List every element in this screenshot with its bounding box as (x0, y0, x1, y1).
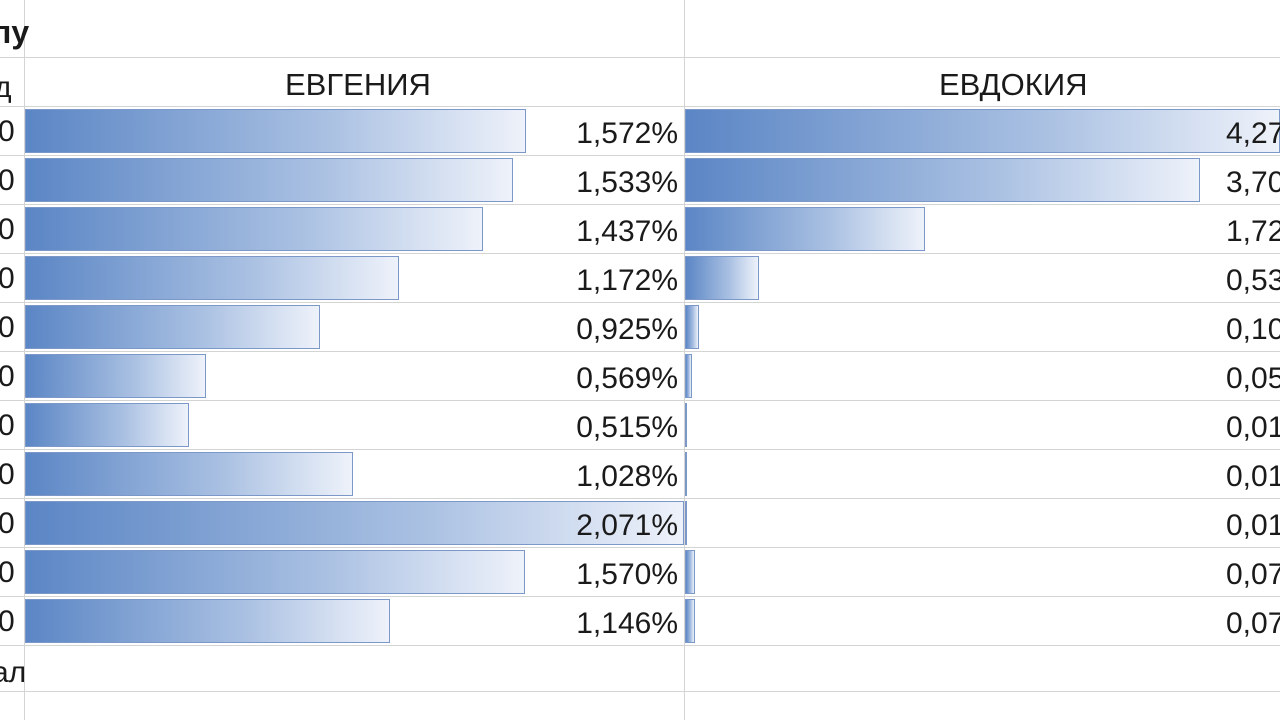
column-gridline (684, 0, 685, 720)
data-bar-evdokiya (685, 452, 687, 496)
row-label: 0 (0, 115, 15, 148)
value-evdokiya[interactable]: 3,70 (1226, 166, 1280, 199)
evdokiya-column-clip: 4,27 3,70 1,72 0,53 0,10 0,05 0,01 0,01 0,01 0,07… (685, 0, 1280, 720)
column-header-evdokiya: ЕВДОКИЯ (939, 67, 1088, 102)
row-gridline (0, 547, 1280, 548)
data-bar-evgeniya (25, 158, 513, 202)
row-label: 0 (0, 311, 15, 344)
row-label: 0 (0, 458, 15, 491)
column-gridline (24, 0, 25, 720)
data-bar-evgeniya (25, 109, 526, 153)
data-bar-evdokiya (685, 305, 699, 349)
value-evgeniya[interactable]: 1,172% (576, 264, 678, 297)
row-gridline (0, 449, 1280, 450)
data-bar-evdokiya (685, 403, 687, 447)
value-evgeniya[interactable]: 0,515% (576, 411, 678, 444)
data-bar-evgeniya (25, 305, 320, 349)
value-evdokiya[interactable]: 0,07 (1226, 607, 1280, 640)
data-bar-evdokiya (685, 207, 925, 251)
value-evgeniya[interactable]: 2,071% (576, 509, 678, 542)
column-header-evgeniya: ЕВГЕНИЯ (285, 67, 431, 102)
data-bar-evdokiya (685, 501, 687, 545)
data-bar-evdokiya (685, 599, 695, 643)
row-label: 0 (0, 409, 15, 442)
row-label: 0 (0, 164, 15, 197)
row-label: 0 (0, 360, 15, 393)
row-gridline (0, 596, 1280, 597)
row-gridline (0, 400, 1280, 401)
row-gridline (0, 351, 1280, 352)
value-evgeniya[interactable]: 1,146% (576, 607, 678, 640)
footer-cell: ал (0, 656, 27, 689)
value-evdokiya[interactable]: 0,01 (1226, 509, 1280, 542)
data-bar-evdokiya (685, 550, 695, 594)
row-label: 0 (0, 605, 15, 638)
value-evgeniya[interactable]: 0,569% (576, 362, 678, 395)
row-gridline (0, 691, 1280, 692)
data-bar-evgeniya (25, 354, 206, 398)
row-label: 0 (0, 507, 15, 540)
row-label: 0 (0, 262, 15, 295)
value-evgeniya[interactable]: 1,570% (576, 558, 678, 591)
value-evdokiya[interactable]: 0,01 (1226, 411, 1280, 444)
row-label: 0 (0, 213, 15, 246)
data-bar-evgeniya (25, 501, 684, 545)
row-gridline (0, 204, 1280, 205)
data-bar-evdokiya (685, 256, 759, 300)
value-evgeniya[interactable]: 0,925% (576, 313, 678, 346)
value-evdokiya[interactable]: 1,72 (1226, 215, 1280, 248)
row-gridline (0, 155, 1280, 156)
title-cell: пу (0, 14, 30, 50)
row-gridline (0, 645, 1280, 646)
data-bar-evgeniya (25, 207, 483, 251)
row-gridline (0, 253, 1280, 254)
row-label: 0 (0, 556, 15, 589)
value-evdokiya[interactable]: 0,10 (1226, 313, 1280, 346)
row-gridline (0, 106, 1280, 107)
data-bar-evgeniya (25, 550, 525, 594)
row-gridline (0, 498, 1280, 499)
value-evdokiya[interactable]: 0,53 (1226, 264, 1280, 297)
value-evdokiya[interactable]: 0,07 (1226, 558, 1280, 591)
data-bar-evdokiya (685, 158, 1200, 202)
row-header-cell: д (0, 71, 12, 104)
value-evgeniya[interactable]: 1,028% (576, 460, 678, 493)
row-gridline (0, 57, 1280, 58)
value-evdokiya[interactable]: 4,27 (1226, 117, 1280, 150)
data-bar-evgeniya (25, 599, 390, 643)
value-evgeniya[interactable]: 1,437% (576, 215, 678, 248)
data-bar-evdokiya (685, 354, 692, 398)
data-bar-evgeniya (25, 452, 353, 496)
value-evdokiya[interactable]: 0,05 (1226, 362, 1280, 395)
data-bar-evgeniya (25, 256, 399, 300)
data-bar-evgeniya (25, 403, 189, 447)
data-bar-evdokiya (685, 109, 1280, 153)
value-evgeniya[interactable]: 1,572% (576, 117, 678, 150)
value-evgeniya[interactable]: 1,533% (576, 166, 678, 199)
row-gridline (0, 302, 1280, 303)
value-evdokiya[interactable]: 0,01 (1226, 460, 1280, 493)
